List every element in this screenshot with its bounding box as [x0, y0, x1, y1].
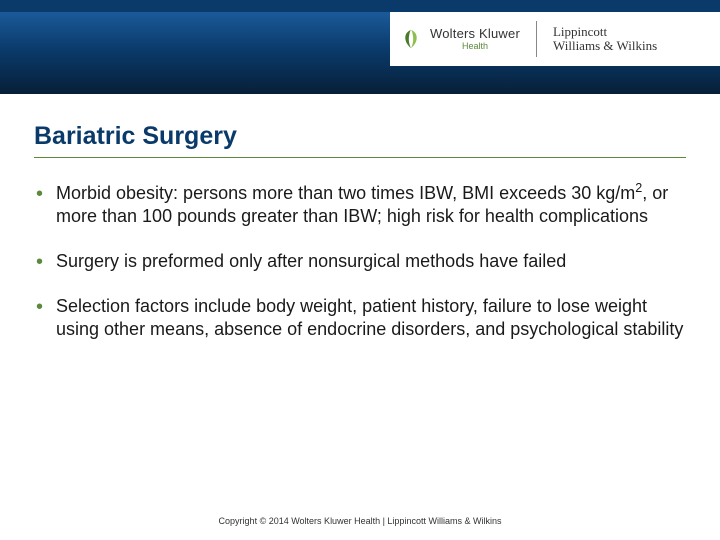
bullet-text-pre: Surgery is preformed only after nonsurgi…	[56, 251, 566, 271]
lippincott-text: Lippincott Williams & Wilkins	[553, 25, 657, 54]
bullet-item: Selection factors include body weight, p…	[34, 295, 686, 341]
brand2-line1: Lippincott	[553, 25, 657, 39]
copyright-text: Copyright © 2014 Wolters Kluwer Health |…	[219, 516, 502, 526]
brand2-line2: Williams & Wilkins	[553, 39, 657, 53]
header-top-band	[0, 0, 720, 12]
title-underline	[34, 157, 686, 158]
slide-title: Bariatric Surgery	[34, 122, 686, 151]
brand1-name: Wolters Kluwer	[430, 27, 520, 40]
brand-divider	[536, 21, 537, 57]
bullet-text-pre: Selection factors include body weight, p…	[56, 296, 683, 339]
copyright-footer: Copyright © 2014 Wolters Kluwer Health |…	[0, 516, 720, 526]
bullet-list: Morbid obesity: persons more than two ti…	[34, 182, 686, 341]
brand-group: Wolters Kluwer Health Lippincott William…	[400, 21, 657, 57]
bullet-text-pre: Morbid obesity: persons more than two ti…	[56, 183, 635, 203]
bullet-item: Surgery is preformed only after nonsurgi…	[34, 250, 686, 273]
bullet-item: Morbid obesity: persons more than two ti…	[34, 182, 686, 228]
wolters-kluwer-text: Wolters Kluwer Health	[430, 27, 520, 51]
slide-content: Bariatric Surgery Morbid obesity: person…	[0, 94, 720, 341]
header-logo-band: Wolters Kluwer Health Lippincott William…	[390, 12, 720, 66]
slide-header: Wolters Kluwer Health Lippincott William…	[0, 0, 720, 94]
brand1-subtitle: Health	[430, 42, 520, 51]
wolters-kluwer-icon	[400, 28, 422, 50]
